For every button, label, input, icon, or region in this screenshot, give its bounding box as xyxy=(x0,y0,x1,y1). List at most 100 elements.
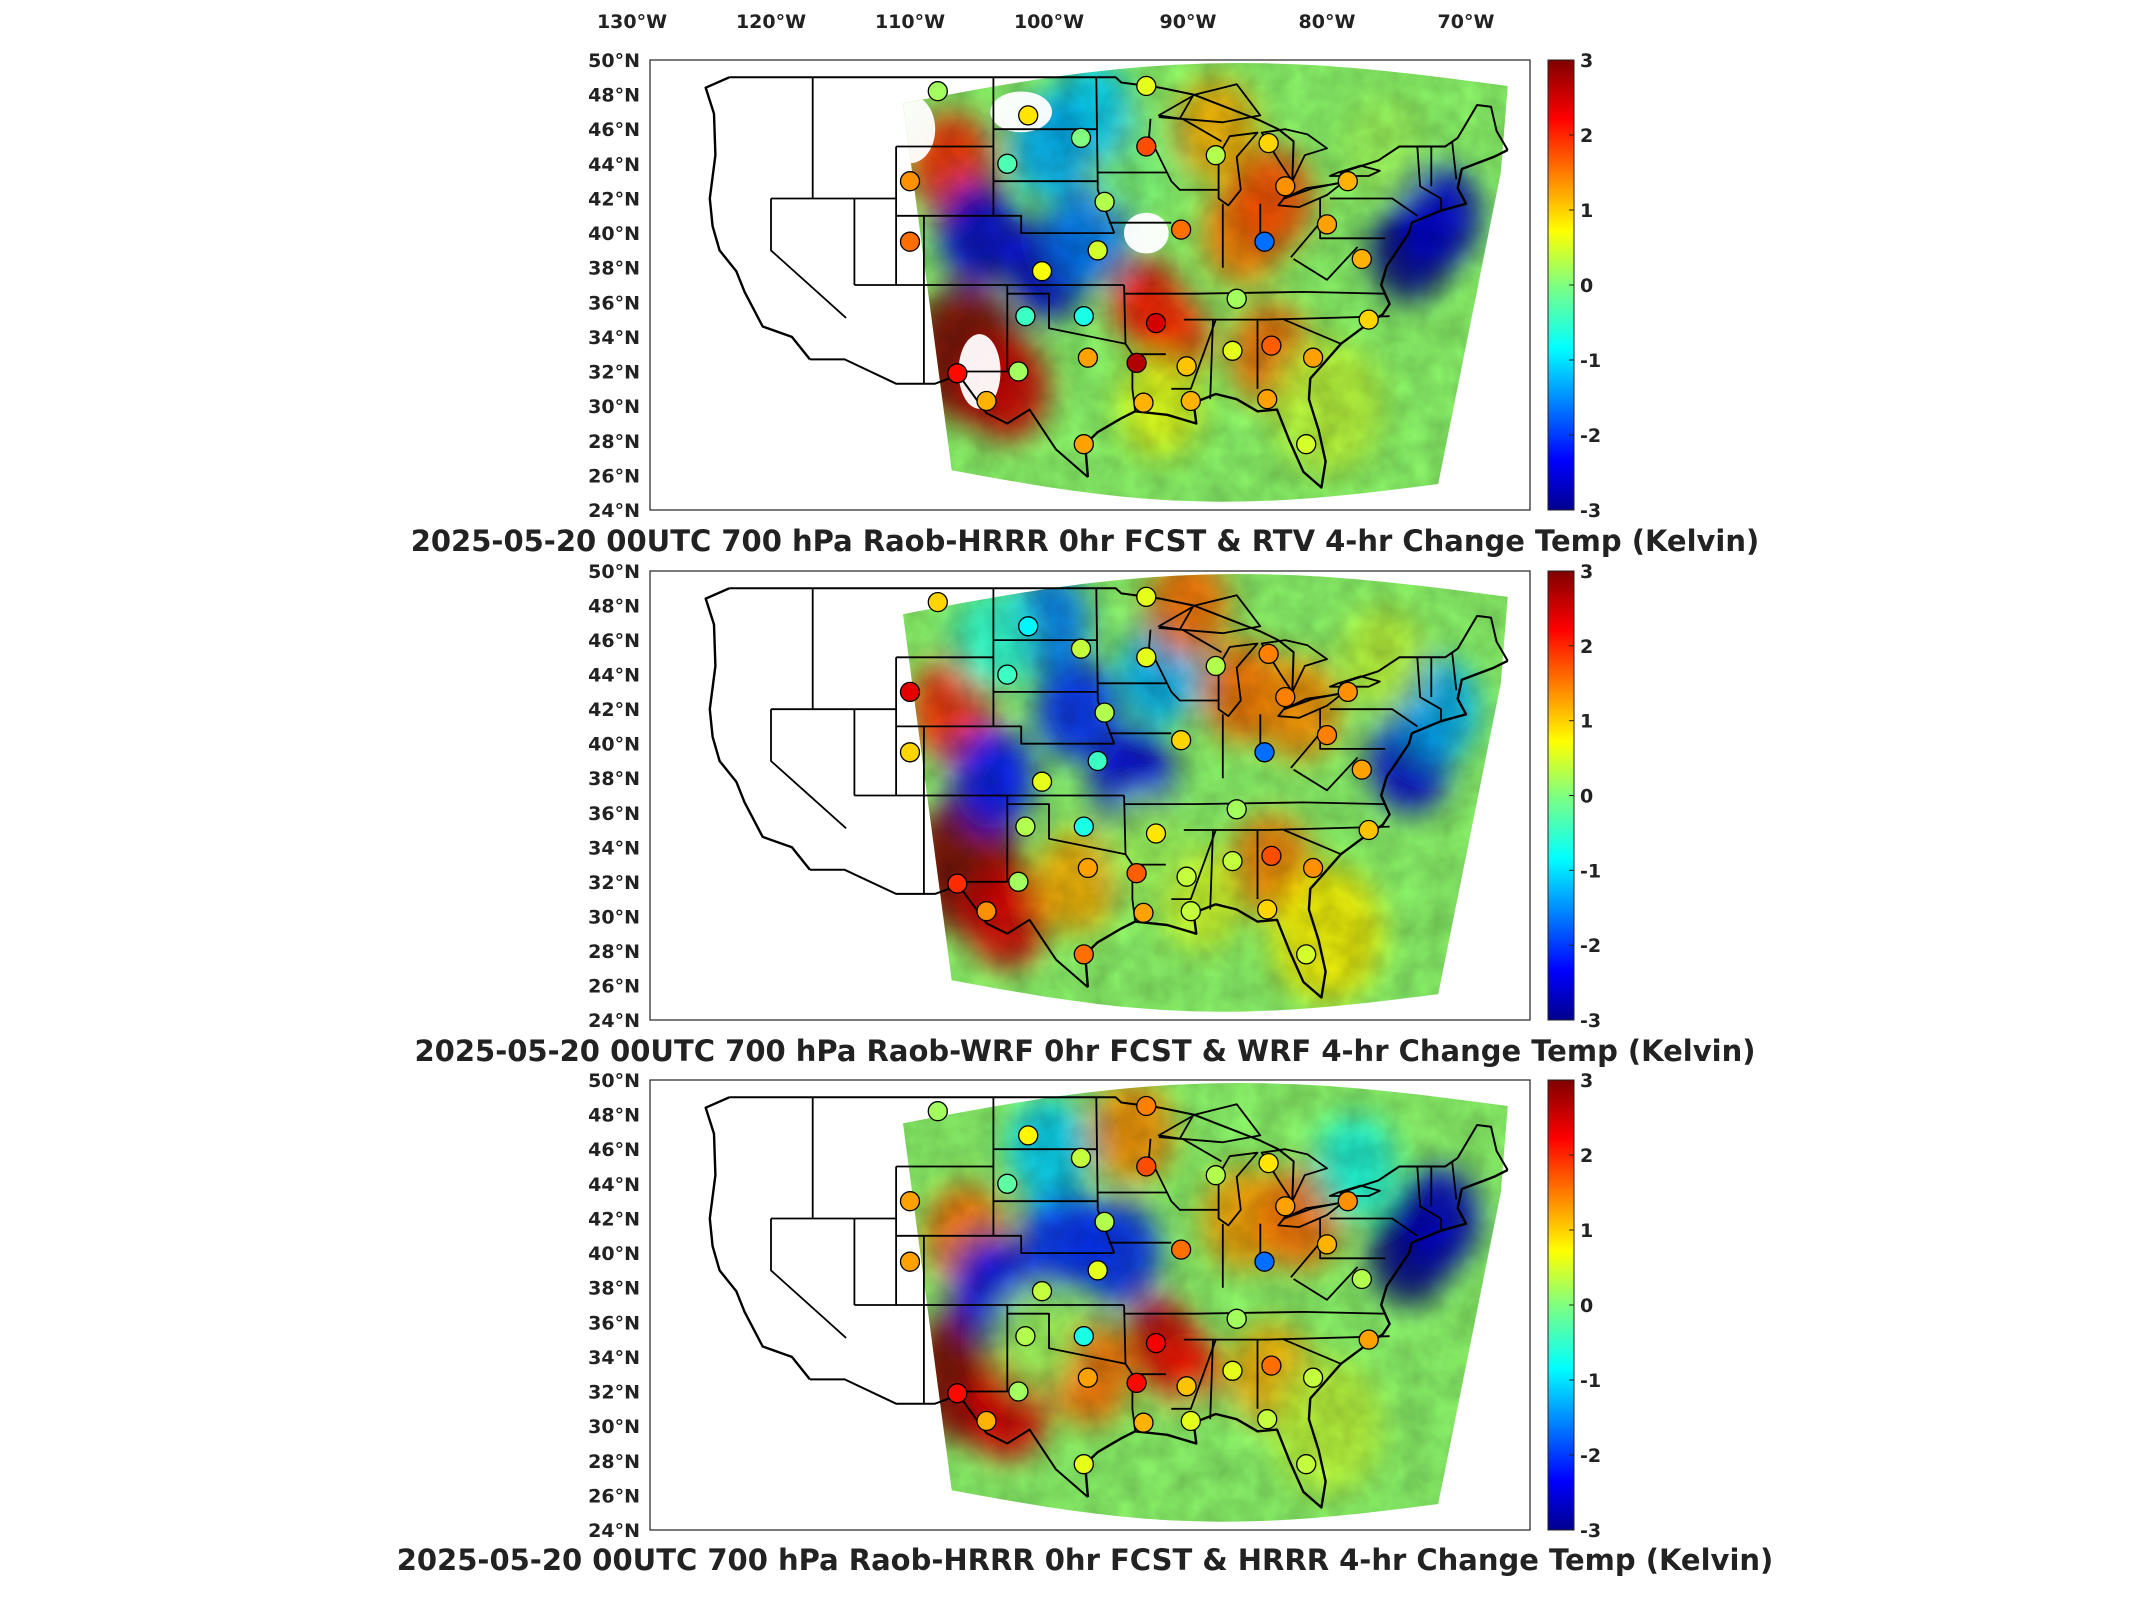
colorbar-tick-label: -2 xyxy=(1580,1445,1601,1467)
raob-station-marker xyxy=(1008,871,1029,892)
raob-station-marker xyxy=(1302,857,1324,879)
state-border xyxy=(770,198,847,319)
colorbar-tick-label: 3 xyxy=(1580,1070,1593,1092)
longitude-label: 110°W xyxy=(875,11,945,33)
state-border xyxy=(1183,1338,1214,1420)
latitude-label: 30°N xyxy=(588,906,640,928)
raob-station-marker xyxy=(1222,340,1243,361)
raob-station-marker xyxy=(1018,616,1039,637)
longitude-label: 120°W xyxy=(736,11,806,33)
raob-station-marker xyxy=(1275,686,1296,708)
raob-station-marker xyxy=(927,591,948,613)
raob-station-marker xyxy=(1316,1234,1338,1255)
raob-station-marker xyxy=(1073,816,1094,837)
longitude-label: 130°W xyxy=(597,11,667,33)
raob-station-marker xyxy=(947,363,968,384)
raob-station-marker xyxy=(1073,306,1094,327)
raob-station-marker xyxy=(1133,1412,1154,1433)
raob-station-marker xyxy=(1087,1260,1108,1281)
raob-station-marker xyxy=(1136,136,1157,157)
raob-station-marker xyxy=(1094,191,1115,213)
state-border xyxy=(1283,318,1342,345)
state-border xyxy=(896,725,1115,745)
raob-station-marker xyxy=(1077,857,1099,879)
raob-station-marker xyxy=(976,901,997,922)
state-border xyxy=(770,709,847,829)
colorbar-tick-label: -3 xyxy=(1580,1010,1601,1032)
raob-station-marker xyxy=(1226,1308,1247,1329)
longitude-label: 70°W xyxy=(1438,11,1495,33)
raob-station-marker xyxy=(1136,586,1157,608)
raob-station-marker xyxy=(1077,1367,1099,1388)
raob-station-marker xyxy=(1145,823,1167,844)
state-border xyxy=(1007,803,1126,856)
state-border xyxy=(1283,1338,1342,1365)
raob-station-marker xyxy=(1018,105,1039,126)
raob-station-marker xyxy=(1136,1095,1157,1117)
temperature-field xyxy=(903,574,1508,1012)
panel-title: 2025-05-20 00UTC 700 hPa Raob-HRRR 0hr F… xyxy=(397,1543,1774,1577)
raob-station-marker xyxy=(1180,901,1201,922)
state-border xyxy=(1181,628,1222,653)
latitude-label: 26°N xyxy=(588,1485,640,1507)
raob-station-marker xyxy=(1302,1367,1324,1388)
state-border xyxy=(1319,709,1386,750)
raob-station-marker xyxy=(1145,1332,1167,1354)
raob-station-marker xyxy=(1222,850,1243,872)
raob-station-marker xyxy=(899,742,921,763)
great-lake xyxy=(1157,594,1262,635)
great-lake xyxy=(1328,1184,1381,1197)
raob-station-marker xyxy=(1222,1360,1243,1381)
state-border xyxy=(1290,732,1321,769)
raob-station-marker xyxy=(1136,647,1157,668)
raob-station-marker xyxy=(1254,1251,1275,1272)
latitude-label: 50°N xyxy=(588,1070,640,1092)
raob-station-marker xyxy=(1337,681,1358,703)
latitude-label: 30°N xyxy=(588,1416,640,1438)
latitude-label: 36°N xyxy=(588,292,640,314)
colorbar-tick-label: 0 xyxy=(1580,786,1593,808)
great-lake xyxy=(1328,675,1381,688)
raob-station-marker xyxy=(976,390,997,412)
raob-station-marker xyxy=(1351,1268,1372,1290)
state-border xyxy=(1183,318,1214,400)
great-lake xyxy=(1157,83,1262,124)
raob-station-marker xyxy=(1015,306,1036,327)
raob-stations xyxy=(899,586,1379,965)
latitude-label: 50°N xyxy=(588,50,640,72)
raob-station-marker xyxy=(997,1173,1018,1194)
longitude-label: 100°W xyxy=(1014,11,1084,33)
state-border xyxy=(1329,1217,1418,1237)
raob-station-marker xyxy=(1133,392,1154,413)
raob-station-marker xyxy=(1073,434,1094,455)
state-border xyxy=(1451,141,1458,180)
raob-station-marker xyxy=(1205,145,1226,166)
latitude-label: 34°N xyxy=(588,837,640,859)
raob-station-marker xyxy=(1257,899,1278,920)
raob-station-marker xyxy=(1351,248,1372,270)
colorbar-tick-label: 1 xyxy=(1580,200,1593,222)
raob-station-marker xyxy=(1170,219,1192,240)
latitude-label: 40°N xyxy=(588,223,640,245)
raob-station-marker xyxy=(1302,347,1324,368)
latitude-label: 44°N xyxy=(588,1174,640,1196)
state-border xyxy=(1329,197,1418,217)
raob-station-marker xyxy=(1180,1410,1201,1432)
state-border xyxy=(770,1218,847,1339)
colorbar-tick-label: -3 xyxy=(1580,500,1601,522)
state-border xyxy=(1416,146,1442,211)
raob-station-marker xyxy=(1337,1191,1358,1212)
latitude-label: 46°N xyxy=(588,1139,640,1161)
latitude-label: 46°N xyxy=(588,119,640,141)
raob-station-marker xyxy=(1351,759,1372,780)
raob-station-marker xyxy=(1126,863,1147,884)
state-border xyxy=(1293,246,1359,281)
raob-station-marker xyxy=(997,664,1018,685)
raob-station-marker xyxy=(1073,1454,1094,1475)
latitude-label: 28°N xyxy=(588,1451,640,1473)
colorbar: 3 2 1 0 -1 -2 -3 xyxy=(1547,561,1601,1032)
colorbar-tick-label: -3 xyxy=(1580,1520,1601,1542)
raob-station-marker xyxy=(1070,638,1092,659)
state-border xyxy=(1148,118,1219,191)
canada-border xyxy=(729,587,1509,711)
